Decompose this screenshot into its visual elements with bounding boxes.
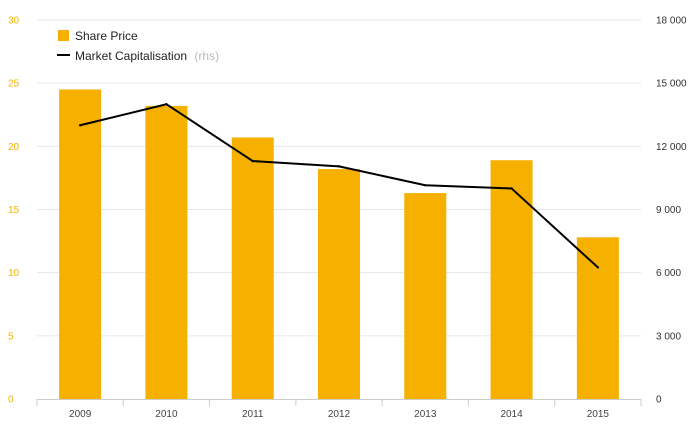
bar-share-price	[59, 89, 102, 399]
left-axis-tick-label: 30	[8, 16, 20, 27]
right-axis-tick-label: 6 000	[656, 268, 681, 279]
right-axis-tick-label: 0	[656, 395, 662, 406]
legend-label-market-cap: Market Capitalisation (rhs)	[75, 49, 219, 63]
legend-label-market-cap-note: (rhs)	[194, 49, 219, 63]
bar-share-price	[318, 169, 360, 399]
right-axis-tick-label: 9 000	[656, 205, 681, 216]
x-axis-tick-label: 2009	[69, 409, 92, 420]
market-cap-point	[424, 184, 427, 187]
x-axis-tick-label: 2014	[500, 409, 523, 420]
bar-share-price	[576, 237, 619, 399]
axes: 0 5 10 15 20 25 30 0 3 000 6 000 9 000 12 000 15 000…	[8, 16, 687, 421]
market-cap-point	[165, 103, 168, 106]
bar-share-price	[145, 105, 188, 399]
legend: Share Price Market Capitalisation (rhs)	[57, 29, 219, 63]
market-cap-point	[251, 159, 254, 163]
left-axis-tick-label: 15	[8, 205, 20, 216]
left-axis-tick-label: 10	[8, 268, 20, 279]
market-cap-point	[510, 187, 513, 190]
legend-swatch-share-price	[58, 30, 69, 41]
bar-share-price	[404, 193, 447, 399]
x-axis-tick-label: 2013	[414, 409, 437, 420]
market-cap-line-layer	[78, 103, 600, 269]
bar-share-price	[231, 137, 274, 400]
left-axis-tick-label: 20	[8, 142, 20, 153]
market-cap-point	[596, 266, 600, 269]
left-axis-tick-label: 25	[8, 79, 20, 90]
right-axis-tick-label: 18 000	[656, 16, 687, 27]
share-price-bars	[59, 89, 619, 400]
legend-label-market-cap-name: Market Capitalisation	[75, 49, 187, 63]
x-axis-tick-label: 2015	[587, 409, 610, 420]
left-axis-tick-label: 5	[8, 331, 14, 342]
legend-label-share-price: Share Price	[75, 29, 138, 43]
right-axis-tick-label: 3 000	[656, 331, 681, 342]
market-cap-point	[337, 165, 341, 168]
bar-share-price	[490, 160, 533, 399]
market-cap-point	[78, 124, 82, 127]
right-axis-tick-label: 12 000	[656, 142, 687, 153]
x-axis-tick-label: 2010	[155, 409, 178, 420]
right-axis-tick-label: 15 000	[656, 79, 687, 90]
x-axis-tick-label: 2011	[242, 409, 264, 420]
left-axis-tick-label: 0	[8, 395, 14, 406]
x-axis-tick-label: 2012	[328, 409, 351, 420]
